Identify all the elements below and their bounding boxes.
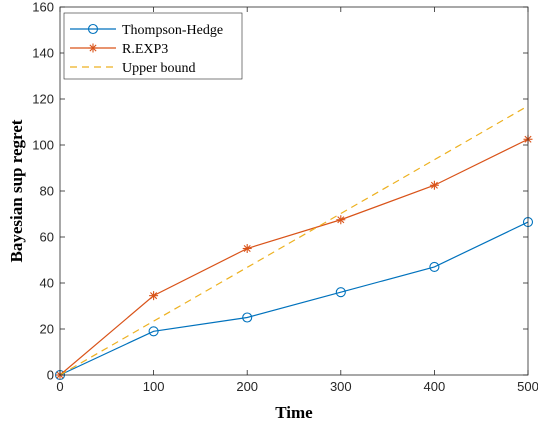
x-tick-label: 100 — [143, 379, 165, 394]
legend-item-r-exp3: R.EXP3 — [70, 42, 168, 57]
data-point-r-exp3 — [429, 180, 439, 190]
legend-marker — [88, 43, 98, 53]
axes-box — [59, 6, 529, 376]
y-axis-label: Bayesian sup regret — [7, 119, 26, 262]
legend: Thompson-Hedge R.EXP3 Upper bound — [63, 12, 243, 80]
x-tick-label: 400 — [424, 379, 446, 394]
y-tick-label: 140 — [32, 46, 54, 61]
data-point-r-exp3 — [242, 244, 252, 253]
y-tick-label: 80 — [40, 184, 54, 199]
data-point-thompson-hedge — [429, 261, 440, 272]
legend-item-upper-bound: Upper bound — [70, 61, 196, 76]
y-tick-label: 100 — [32, 138, 54, 153]
x-tick-label: 300 — [330, 379, 352, 394]
data-point-thompson-hedge — [242, 312, 253, 323]
x-tick-label: 0 — [56, 379, 63, 394]
ticks-layer: 0 100 200 300 400 500 0 20 40 60 80 100 120 140 160 — [32, 0, 538, 394]
legend-label: Upper bound — [122, 61, 196, 76]
legend-label: R.EXP3 — [122, 42, 168, 57]
series-line-upper-bound — [59, 105, 529, 376]
legend-item-thompson-hedge: Thompson-Hedge — [70, 23, 223, 38]
legend-marker — [87, 23, 99, 35]
series-line-thompson-hedge — [59, 221, 529, 376]
y-tick-label: 160 — [32, 0, 54, 15]
data-point-r-exp3 — [149, 291, 159, 301]
legend-label: Thompson-Hedge — [122, 23, 223, 38]
series-upper-bound — [59, 105, 529, 376]
series-layer — [54, 105, 534, 381]
x-axis-label: Time — [275, 403, 313, 422]
x-tick-label: 500 — [517, 379, 538, 394]
y-tick-label: 0 — [47, 368, 54, 383]
x-tick-label: 200 — [236, 379, 258, 394]
data-point-thompson-hedge — [148, 326, 159, 337]
series-line-r-exp3 — [59, 138, 529, 376]
y-tick-label: 120 — [32, 92, 54, 107]
y-tick-label: 20 — [40, 322, 54, 337]
y-tick-label: 60 — [40, 230, 54, 245]
data-point-r-exp3 — [336, 215, 346, 225]
data-point-thompson-hedge — [335, 287, 346, 298]
y-tick-label: 40 — [40, 276, 54, 291]
